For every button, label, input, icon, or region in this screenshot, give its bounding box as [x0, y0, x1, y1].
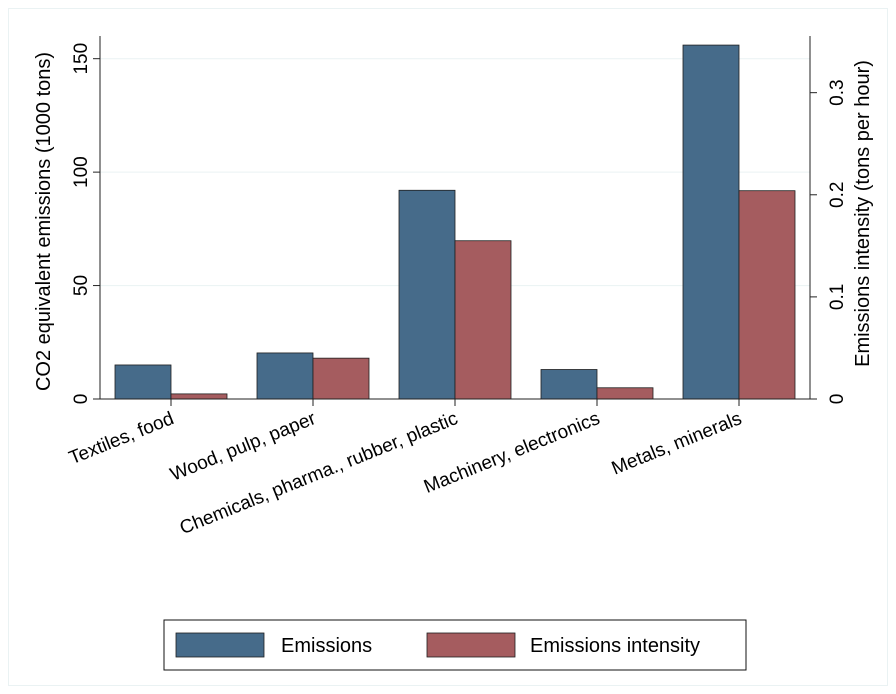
bar-emissions-2 — [398, 189, 456, 400]
x-tick-label-2: Chemicals, pharma., rubber, plastic — [177, 408, 461, 539]
y-tick-label-right-1: 0.1 — [827, 284, 848, 310]
legend-label-intensity: Emissions intensity — [530, 635, 700, 657]
y-tick-label-right-2: 0.2 — [827, 182, 848, 208]
y-tick-label-left-0: 0 — [71, 394, 92, 405]
bar-emissions-1 — [256, 352, 314, 400]
bar-emissions-4 — [682, 44, 740, 400]
bar-intensity-1 — [312, 357, 370, 400]
legend-swatch-intensity — [426, 632, 516, 658]
x-tick-label-4: Metals, minerals — [609, 408, 745, 479]
y-tick-label-right-3: 0.3 — [827, 79, 848, 105]
y-tick-label-left-2: 100 — [71, 156, 92, 188]
y-axis-title-right: Emissions intensity (tons per hour) — [852, 60, 874, 367]
y-axis-title-left: CO2 equivalent emissions (1000 tons) — [33, 52, 55, 391]
y-tick-label-right-0: 0 — [827, 394, 848, 405]
bar-intensity-3 — [596, 387, 654, 400]
bar-intensity-0 — [170, 393, 228, 400]
y-tick-label-left-1: 50 — [71, 275, 92, 296]
bar-emissions-3 — [540, 369, 598, 400]
bar-intensity-4 — [738, 190, 796, 400]
legend-label-emissions: Emissions — [281, 635, 372, 657]
x-tick-label-0: Textiles, food — [66, 408, 177, 469]
outer-frame — [8, 8, 888, 686]
y-tick-label-left-3: 150 — [71, 43, 92, 75]
bar-intensity-2 — [454, 240, 512, 400]
bar-emissions-0 — [114, 364, 172, 400]
legend-swatch-emissions — [175, 632, 265, 658]
